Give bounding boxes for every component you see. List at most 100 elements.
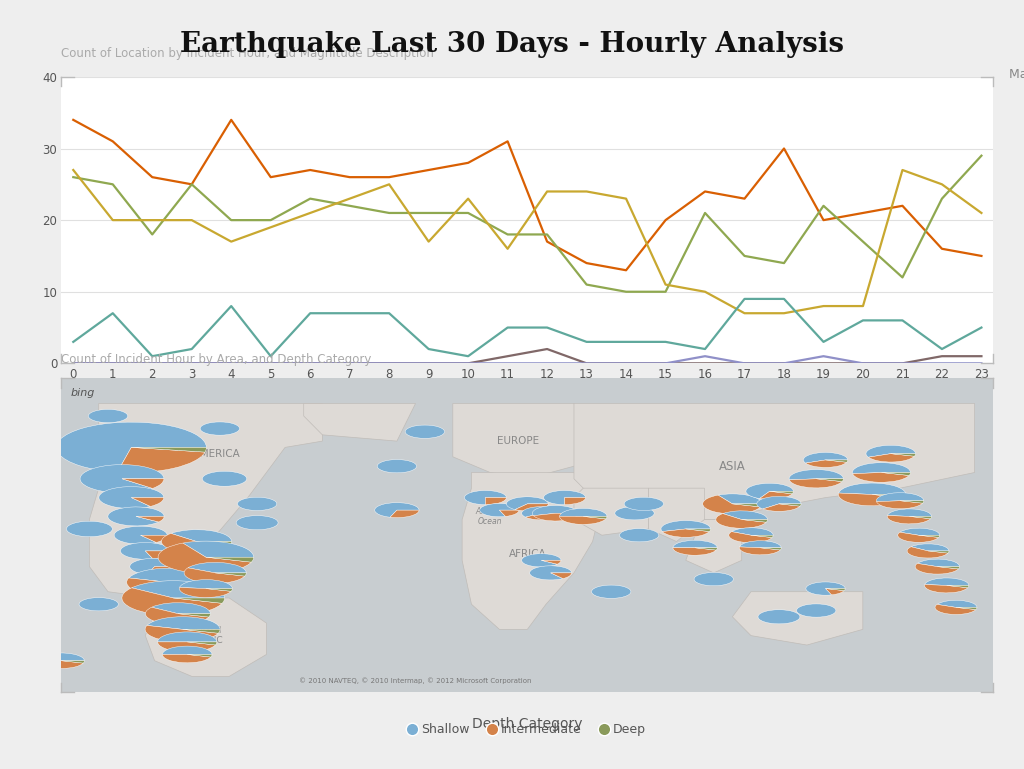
Text: ASIA: ASIA xyxy=(719,460,745,473)
Wedge shape xyxy=(127,578,209,597)
Wedge shape xyxy=(937,601,977,608)
Wedge shape xyxy=(485,498,507,504)
Wedge shape xyxy=(162,534,230,554)
Wedge shape xyxy=(877,501,923,509)
Wedge shape xyxy=(839,493,904,506)
Wedge shape xyxy=(888,509,932,517)
Wedge shape xyxy=(925,584,968,593)
Wedge shape xyxy=(171,530,231,541)
Polygon shape xyxy=(686,520,741,573)
Wedge shape xyxy=(465,491,507,504)
Wedge shape xyxy=(825,588,844,595)
Wedge shape xyxy=(188,562,247,573)
Wedge shape xyxy=(770,491,794,494)
X-axis label: Depth Category: Depth Category xyxy=(472,717,583,731)
Wedge shape xyxy=(122,479,164,488)
Wedge shape xyxy=(140,535,167,542)
Wedge shape xyxy=(866,445,915,458)
Wedge shape xyxy=(673,548,716,555)
Wedge shape xyxy=(839,483,906,494)
Legend: Shallow, Intermediate, Deep: Shallow, Intermediate, Deep xyxy=(402,717,652,742)
Wedge shape xyxy=(39,653,84,663)
Wedge shape xyxy=(122,588,222,615)
Wedge shape xyxy=(158,642,215,652)
Polygon shape xyxy=(648,488,705,541)
Wedge shape xyxy=(956,608,977,610)
Wedge shape xyxy=(918,559,959,567)
Wedge shape xyxy=(760,491,793,499)
Wedge shape xyxy=(686,529,711,531)
Wedge shape xyxy=(169,582,211,587)
Wedge shape xyxy=(937,567,959,569)
Wedge shape xyxy=(215,573,247,576)
Wedge shape xyxy=(145,625,218,642)
Wedge shape xyxy=(695,548,717,550)
Wedge shape xyxy=(804,452,848,463)
Wedge shape xyxy=(500,510,519,517)
Wedge shape xyxy=(663,529,710,538)
Wedge shape xyxy=(915,564,958,574)
Wedge shape xyxy=(614,507,654,520)
Wedge shape xyxy=(732,504,762,507)
Wedge shape xyxy=(625,498,664,511)
Wedge shape xyxy=(390,510,419,518)
Wedge shape xyxy=(760,548,781,550)
Wedge shape xyxy=(121,543,170,559)
Wedge shape xyxy=(56,422,207,472)
Wedge shape xyxy=(158,632,217,642)
Wedge shape xyxy=(187,642,217,645)
Wedge shape xyxy=(946,585,969,588)
Wedge shape xyxy=(694,573,733,586)
Wedge shape xyxy=(525,513,561,520)
Polygon shape xyxy=(453,404,602,479)
Wedge shape xyxy=(145,608,209,624)
Wedge shape xyxy=(757,496,801,509)
Wedge shape xyxy=(146,617,220,629)
Wedge shape xyxy=(203,471,247,486)
Wedge shape xyxy=(564,498,586,504)
Wedge shape xyxy=(551,573,571,578)
Text: Earthquake Last 30 Days - Hourly Analysis: Earthquake Last 30 Days - Hourly Analysi… xyxy=(180,31,844,58)
Wedge shape xyxy=(882,472,910,475)
Wedge shape xyxy=(925,578,969,585)
Wedge shape xyxy=(179,580,232,588)
Wedge shape xyxy=(88,409,128,423)
Wedge shape xyxy=(131,448,207,452)
Wedge shape xyxy=(731,528,773,535)
Wedge shape xyxy=(872,494,906,498)
Wedge shape xyxy=(529,566,571,580)
Wedge shape xyxy=(145,551,170,559)
Wedge shape xyxy=(584,517,607,519)
Wedge shape xyxy=(108,507,164,526)
Wedge shape xyxy=(521,507,561,518)
Wedge shape xyxy=(907,547,948,558)
Wedge shape xyxy=(163,654,211,663)
Wedge shape xyxy=(147,567,179,575)
Legend: (Blank), Minor 1, Minor 2, Light, Moderate, Strong, Major: (Blank), Minor 1, Minor 2, Light, Modera… xyxy=(1009,68,1024,210)
Wedge shape xyxy=(375,503,419,518)
Wedge shape xyxy=(806,582,845,595)
Wedge shape xyxy=(377,460,417,473)
Wedge shape xyxy=(67,521,113,537)
Wedge shape xyxy=(900,528,940,535)
Wedge shape xyxy=(40,661,83,668)
Wedge shape xyxy=(739,541,781,548)
Wedge shape xyxy=(521,554,561,567)
Polygon shape xyxy=(462,472,602,629)
Wedge shape xyxy=(99,487,164,508)
Wedge shape xyxy=(745,484,794,498)
Wedge shape xyxy=(758,610,800,624)
Text: Count of Location by Incident Hour, and Magnitude Description: Count of Location by Incident Hour, and … xyxy=(61,47,434,60)
Wedge shape xyxy=(911,544,949,551)
Wedge shape xyxy=(825,460,848,462)
Wedge shape xyxy=(816,479,844,481)
Wedge shape xyxy=(130,558,179,574)
Wedge shape xyxy=(825,588,845,591)
Wedge shape xyxy=(179,588,231,598)
Wedge shape xyxy=(163,646,212,654)
Text: bing: bing xyxy=(71,388,95,398)
Wedge shape xyxy=(206,588,232,591)
Wedge shape xyxy=(660,521,711,531)
Wedge shape xyxy=(129,568,211,582)
Wedge shape xyxy=(852,463,910,474)
